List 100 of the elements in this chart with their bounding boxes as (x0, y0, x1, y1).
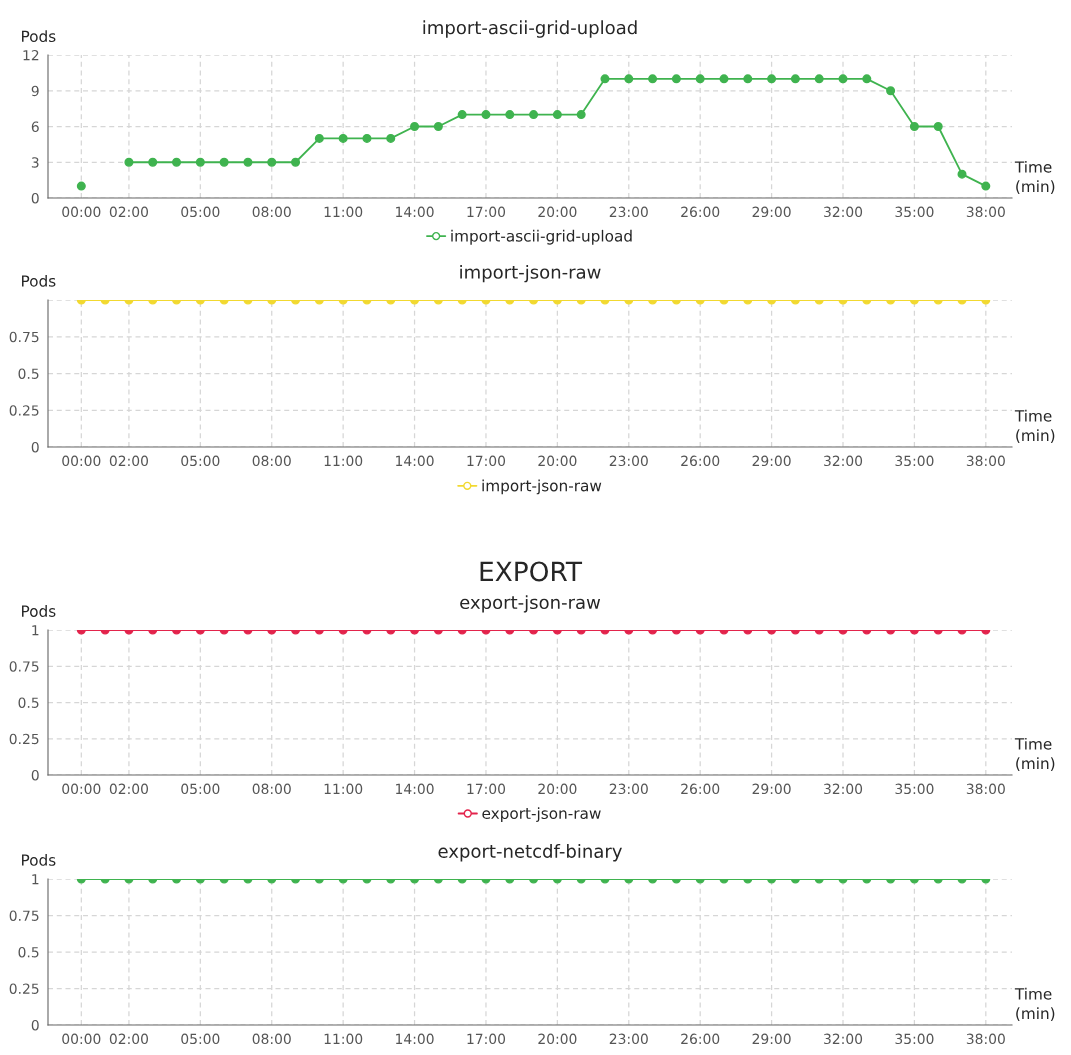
point (362, 133, 372, 143)
y-tick-label: 3 (31, 157, 39, 168)
point (862, 74, 872, 84)
x-tick-label: 38:00 (966, 206, 1005, 218)
x-tick-label: 00:00 (62, 1033, 101, 1045)
y-tick-label: 6 (31, 121, 39, 132)
y-tick-label: 12 (23, 49, 39, 61)
x-axis-title: Time (min) (1014, 987, 1055, 1021)
x-tick-label: 38:00 (966, 1033, 1005, 1045)
x-tick-label: 05:00 (181, 783, 220, 795)
x-tick-label: 35:00 (895, 783, 934, 795)
x-tick-label: 26:00 (681, 783, 720, 795)
x-tick-label: 02:00 (109, 206, 149, 218)
point (790, 74, 800, 84)
x-tick-label: 26:00 (681, 455, 720, 467)
x-tick-label: 23:00 (609, 1033, 648, 1045)
point (624, 74, 634, 84)
x-tick-label: 20:00 (538, 206, 577, 218)
chart-title: import-ascii-grid-upload (423, 20, 637, 38)
point (195, 157, 205, 167)
point (124, 157, 134, 167)
y-tick-label: 0 (31, 769, 39, 781)
y-tick-label: 0 (31, 1019, 39, 1031)
x-tick-label: 38:00 (966, 783, 1005, 795)
y-axis-title: Pods (22, 853, 56, 866)
y-tick-label: 0.25 (9, 405, 39, 416)
point (76, 181, 86, 191)
x-tick-label: 20:00 (538, 1033, 577, 1045)
x-tick-label: 08:00 (252, 206, 291, 218)
point (719, 74, 729, 84)
y-tick-label: 0.75 (9, 331, 39, 343)
point (243, 157, 253, 167)
legend-label: import-ascii-grid-upload (451, 229, 632, 245)
y-tick-label: 0.75 (9, 910, 39, 921)
x-tick-label: 17:00 (467, 455, 506, 467)
chart-subtitle: export-json-raw (460, 595, 601, 613)
chart-title: EXPORT (480, 561, 583, 582)
x-tick-label: 11:00 (324, 1033, 363, 1045)
x-tick-label: 32:00 (824, 783, 863, 795)
point (600, 74, 610, 84)
point (505, 110, 515, 120)
y-tick-label: 1 (32, 625, 39, 636)
x-tick-label: 26:00 (681, 1033, 720, 1045)
y-tick-label: 0 (31, 441, 39, 453)
point (981, 181, 991, 191)
x-tick-label: 11:00 (324, 783, 363, 795)
x-tick-label: 23:00 (609, 455, 648, 467)
y-tick-label: 0.5 (18, 946, 39, 958)
x-tick-label: 23:00 (609, 783, 648, 795)
x-tick-label: 05:00 (181, 206, 220, 218)
point (695, 74, 705, 84)
x-tick-label: 35:00 (895, 206, 934, 218)
y-axis-title: Pods (22, 605, 56, 617)
point (457, 110, 467, 120)
x-tick-label: 08:00 (252, 1033, 291, 1045)
point (767, 74, 777, 84)
y-tick-label: 0.25 (9, 733, 39, 745)
x-tick-label: 05:00 (181, 455, 220, 467)
y-tick-label: 0.5 (18, 697, 39, 708)
x-tick-label: 02:00 (109, 455, 149, 467)
y-tick-label: 1 (32, 874, 39, 885)
x-tick-label: 32:00 (824, 206, 863, 218)
y-tick-label: 0.25 (9, 983, 39, 994)
point (743, 74, 753, 84)
point (338, 133, 348, 143)
x-tick-label: 00:00 (62, 206, 101, 218)
x-axis-title: Time (min) (1014, 409, 1055, 443)
x-tick-label: 20:00 (538, 455, 577, 467)
y-tick-label: 0 (31, 192, 39, 204)
x-tick-label: 08:00 (252, 455, 291, 467)
y-tick-label: 0.75 (9, 661, 39, 672)
x-tick-label: 17:00 (467, 1033, 506, 1045)
point (314, 133, 324, 143)
point (291, 157, 301, 167)
x-tick-label: 14:00 (396, 206, 434, 218)
x-tick-label: 14:00 (396, 783, 434, 795)
y-axis-title: Pods (22, 274, 56, 287)
point (648, 74, 658, 84)
x-tick-label: 38:00 (966, 455, 1005, 467)
x-tick-label: 32:00 (824, 455, 863, 467)
point (433, 121, 443, 132)
x-tick-label: 26:00 (681, 206, 720, 218)
point (410, 121, 420, 132)
point (219, 157, 229, 167)
point (671, 74, 681, 84)
point (552, 110, 562, 120)
x-tick-label: 20:00 (538, 783, 577, 795)
x-tick-label: 00:00 (62, 455, 101, 467)
point (576, 110, 586, 120)
y-tick-label: 0.5 (18, 368, 39, 379)
x-tick-label: 23:00 (609, 206, 648, 218)
point (814, 74, 824, 84)
point (886, 86, 896, 96)
x-tick-label: 35:00 (895, 1033, 934, 1045)
x-axis-title: Time (min) (1014, 737, 1055, 771)
x-tick-label: 17:00 (467, 206, 506, 218)
x-tick-label: 29:00 (752, 206, 791, 218)
point (172, 157, 182, 167)
point (909, 121, 919, 132)
x-tick-label: 17:00 (467, 783, 506, 795)
